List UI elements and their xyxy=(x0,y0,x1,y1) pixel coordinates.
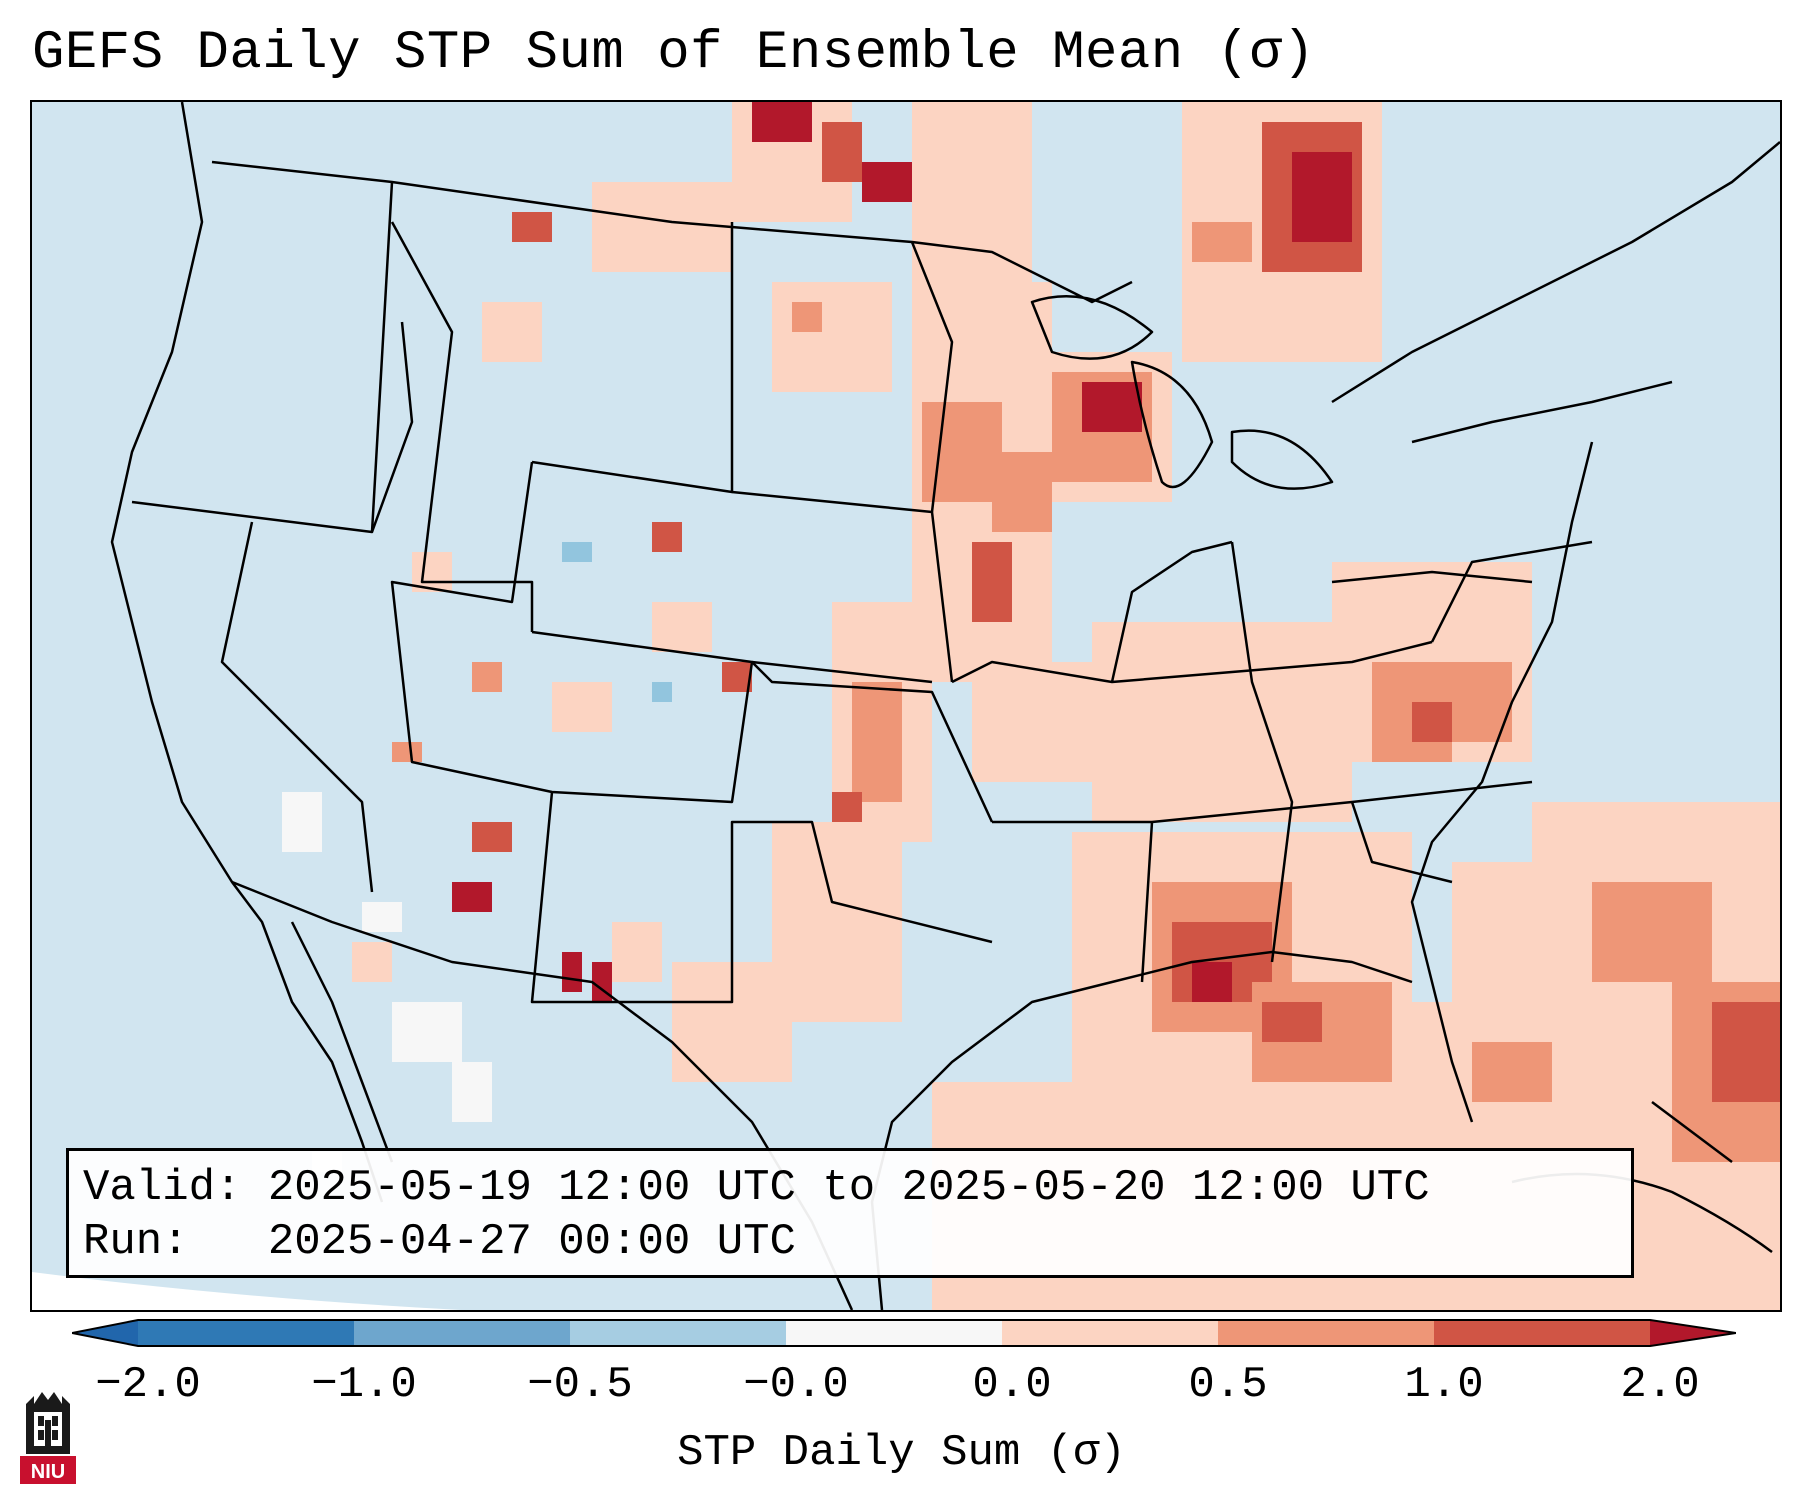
colorbar-tick-label: −0.5 xyxy=(527,1360,633,1410)
colorbar-tick-label: −0.0 xyxy=(743,1360,849,1410)
colorbar-tick-label: 1.0 xyxy=(1404,1360,1484,1410)
svg-text:NIU: NIU xyxy=(31,1461,65,1483)
colorbar-bin-2 xyxy=(354,1320,570,1346)
colorbar xyxy=(72,1319,1736,1347)
colorbar-bin-4 xyxy=(786,1320,1002,1346)
colorbar-bin-3 xyxy=(570,1320,786,1346)
colorbar-bin-6 xyxy=(1218,1320,1434,1346)
map-boundaries xyxy=(110,102,1780,1310)
niu-logo-icon: NIU xyxy=(20,1392,76,1484)
stp-anomaly-field xyxy=(282,102,1780,1310)
colorbar-tick-label: 0.5 xyxy=(1188,1360,1268,1410)
map-panel xyxy=(30,100,1782,1312)
colorbar-over-arrow xyxy=(1650,1320,1736,1346)
map-title: GEFS Daily STP Sum of Ensemble Mean (σ) xyxy=(32,23,1316,84)
run-time-text: Run: 2025-04-27 00:00 UTC xyxy=(83,1217,796,1267)
colorbar-label: STP Daily Sum (σ) xyxy=(677,1428,1126,1478)
colorbar-tick-label: −2.0 xyxy=(95,1360,201,1410)
colorbar-tick-label: −1.0 xyxy=(311,1360,417,1410)
validity-info-box: Valid: 2025-05-19 12:00 UTC to 2025-05-2… xyxy=(66,1148,1634,1278)
colorbar-bin-1 xyxy=(138,1320,354,1346)
colorbar-bin-5 xyxy=(1002,1320,1218,1346)
map-canvas xyxy=(32,102,1780,1310)
colorbar-bin-7 xyxy=(1434,1320,1650,1346)
colorbar-outline xyxy=(72,1319,1736,1347)
colorbar-under-arrow xyxy=(72,1320,138,1346)
valid-time-text: Valid: 2025-05-19 12:00 UTC to 2025-05-2… xyxy=(83,1163,1430,1213)
colorbar-tick-label: 2.0 xyxy=(1620,1360,1700,1410)
colorbar-tick-label: 0.0 xyxy=(972,1360,1052,1410)
